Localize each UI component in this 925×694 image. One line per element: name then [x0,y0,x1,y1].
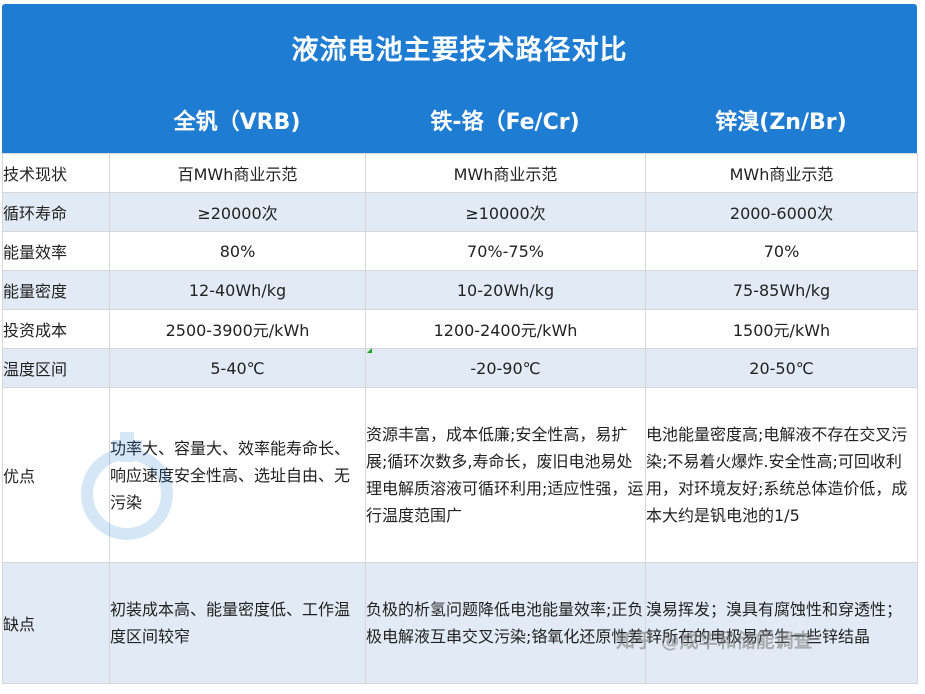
row-label: 循环寿命 [2,192,110,232]
comparison-table-frame: 液流电池主要技术路径对比 全钒（VRB) 铁-铬（Fe/Cr) 锌溴(Zn/Br… [2,4,918,684]
cell-znbr: MWh商业示范 [645,153,918,193]
column-header-vrb: 全钒（VRB) [173,110,301,135]
cell-znbr: 2000-6000次 [645,192,918,232]
row-label: 温度区间 [2,348,110,388]
column-header-fecr: 铁-铬（Fe/Cr) [430,110,580,135]
cell-fecr: 1200-2400元/kWh [365,309,646,349]
table-row: 投资成本 2500-3900元/kWh 1200-2400元/kWh 1500元… [2,309,918,349]
cell-fecr: 70%-75% [365,231,646,271]
cell-vrb: 12-40Wh/kg [109,270,366,310]
cell-fecr: 资源丰富，成本低廉;安全性高，易扩展;循环次数多,寿命长，废旧电池易处理电解质溶… [365,387,646,563]
cell-vrb: 2500-3900元/kWh [109,309,366,349]
row-label: 投资成本 [2,309,110,349]
cell-znbr: 电池能量密度高;电解液不存在交叉污染;不易着火爆炸.安全性高;可回收利用，对环境… [645,387,918,563]
cell-vrb: 百MWh商业示范 [109,153,366,193]
cell-znbr: 70% [645,231,918,271]
table-row: 技术现状 百MWh商业示范 MWh商业示范 MWh商业示范 [2,153,918,193]
row-label: 能量效率 [2,231,110,271]
cell-vrb: ≥20000次 [109,192,366,232]
watermark-logo-icon [81,432,173,540]
cell-fecr: MWh商业示范 [365,153,646,193]
row-label: 技术现状 [2,153,110,193]
table-row: 能量密度 12-40Wh/kg 10-20Wh/kg 75-85Wh/kg [2,270,918,310]
table-row-advantages: 优点 功率大、容量大、效率能寿命长、响应速度安全性高、选址自由、无污染 资源丰富… [2,387,918,563]
cell-vrb: 5-40℃ [109,348,366,388]
page-title: 液流电池主要技术路径对比 [291,34,628,66]
table-row: 温度区间 5-40℃ -20-90℃ 20-50℃ [2,348,918,388]
watermark-text: 知乎 @成华和储能调查 [616,630,813,652]
row-label: 能量密度 [2,270,110,310]
cell-vrb: 初装成本高、能量密度低、工作温度区间较窄 [109,562,366,684]
cell-fecr: ≥10000次 [365,192,646,232]
green-corner-mark [367,348,372,353]
row-label: 缺点 [2,562,110,684]
table-row: 循环寿命 ≥20000次 ≥10000次 2000-6000次 [2,192,918,232]
comparison-table: 技术现状 百MWh商业示范 MWh商业示范 MWh商业示范 循环寿命 ≥2000… [2,153,918,684]
table-row: 能量效率 80% 70%-75% 70% [2,231,918,271]
cell-znbr: 1500元/kWh [645,309,918,349]
table-row-disadvantages: 缺点 初装成本高、能量密度低、工作温度区间较窄 负极的析氢问题降低电池能量效率;… [2,562,918,684]
row-label: 优点 [2,387,110,563]
cell-znbr: 20-50℃ [645,348,918,388]
table-header: 液流电池主要技术路径对比 全钒（VRB) 铁-铬（Fe/Cr) 锌溴(Zn/Br… [2,4,917,153]
column-header-znbr: 锌溴(Zn/Br) [715,110,847,135]
cell-fecr: 负极的析氢问题降低电池能量效率;正负极电解液互串交叉污染;铬氧化还原性差 [365,562,646,684]
cell-vrb: 80% [109,231,366,271]
cell-znbr: 溴易挥发；溴具有腐蚀性和穿透性；锌所在的电极易产生一些锌结晶 [645,562,918,684]
cell-fecr: 10-20Wh/kg [365,270,646,310]
cell-fecr: -20-90℃ [365,348,646,388]
cell-znbr: 75-85Wh/kg [645,270,918,310]
